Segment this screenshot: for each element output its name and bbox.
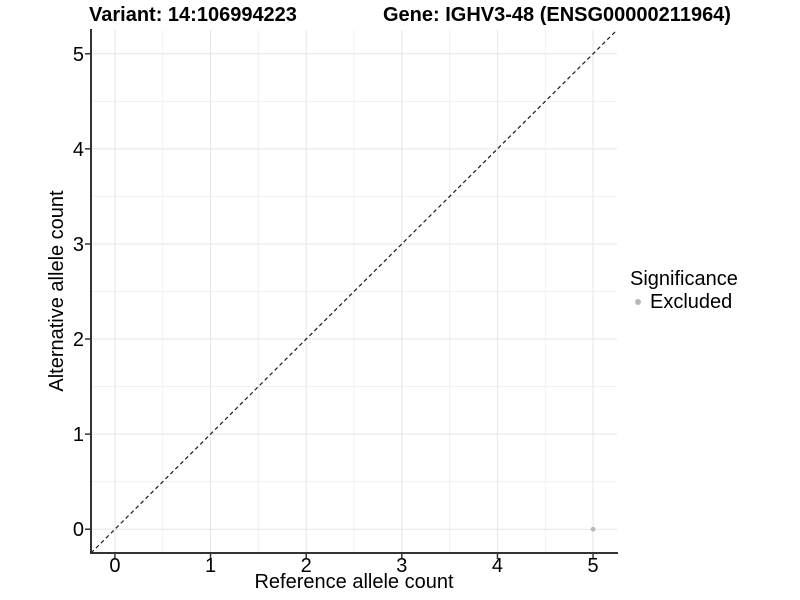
plot-title-gene: Gene: IGHV3-48 (ENSG00000211964) — [383, 4, 731, 26]
x-tick-label: 4 — [492, 555, 503, 577]
x-tick-label: 0 — [109, 555, 120, 577]
identity-dashed-line — [90, 29, 618, 554]
legend: Significance Excluded — [630, 269, 738, 312]
x-tick-label: 5 — [588, 555, 599, 577]
legend-point-icon — [635, 299, 641, 305]
y-tick-label: 1 — [73, 424, 84, 446]
legend-item-label: Excluded — [650, 291, 733, 313]
x-tick-label: 3 — [396, 555, 407, 577]
data-point — [590, 526, 596, 532]
legend-title: Significance — [630, 268, 738, 290]
y-tick-label: 4 — [73, 139, 84, 161]
x-axis-title: Reference allele count — [254, 571, 454, 593]
y-tick-label: 3 — [73, 234, 84, 256]
legend-item-excluded: Excluded — [630, 292, 738, 312]
x-tick-label: 1 — [205, 555, 216, 577]
y-tick-label: 5 — [73, 44, 84, 66]
x-tick-label: 2 — [301, 555, 312, 577]
plot-title-variant: Variant: 14:106994223 — [89, 4, 297, 26]
y-tick-label: 0 — [73, 519, 84, 541]
y-tick-label: 2 — [73, 329, 84, 351]
y-axis-title: Alternative allele count — [46, 190, 68, 392]
